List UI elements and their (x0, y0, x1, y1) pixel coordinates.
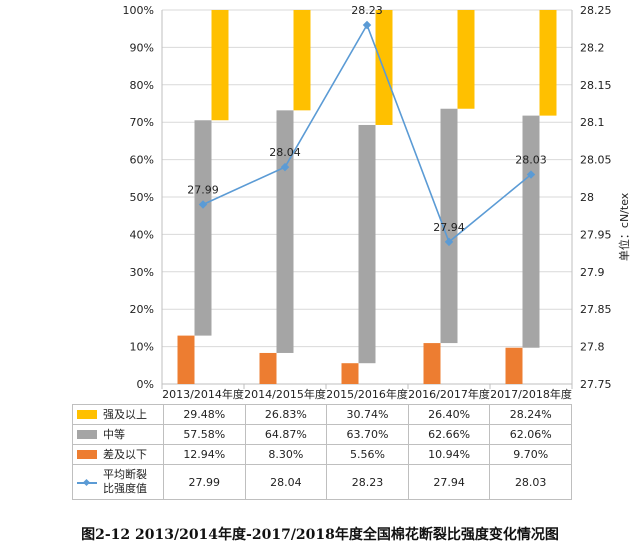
legend-label-average-line2: 比强度值 (103, 482, 147, 495)
category-label: 2014/2015年度 (244, 387, 326, 400)
bar-2-0 (212, 10, 229, 120)
right-tick-label: 28.2 (580, 41, 605, 54)
table-cell: 62.06% (490, 425, 572, 445)
table-cell: 27.94 (408, 465, 490, 500)
right-tick-label: 27.9 (580, 266, 605, 279)
bar-0-1 (260, 353, 277, 384)
left-tick-label: 50% (130, 191, 154, 204)
table-cell: 26.83% (245, 405, 327, 425)
legend-average: 平均断裂 比强度值 (73, 465, 164, 500)
left-tick-label: 70% (130, 116, 154, 129)
table-row-poor: 差及以下 12.94% 8.30% 5.56% 10.94% 9.70% (73, 445, 572, 465)
table-cell: 30.74% (327, 405, 409, 425)
legend-medium: 中等 (73, 425, 164, 445)
bar-2-2 (376, 10, 393, 125)
right-tick-label: 27.75 (580, 378, 612, 391)
bar-0-4 (506, 348, 523, 384)
left-tick-label: 20% (130, 303, 154, 316)
table-cell: 12.94% (164, 445, 246, 465)
table-cell: 28.03 (490, 465, 572, 500)
table-cell: 9.70% (490, 445, 572, 465)
table-cell: 28.23 (327, 465, 409, 500)
line-data-label: 28.03 (515, 154, 547, 167)
table-cell: 57.58% (164, 425, 246, 445)
line-marker-2 (363, 21, 371, 29)
bar-0-3 (424, 343, 441, 384)
data-table: 强及以上 29.48% 26.83% 30.74% 26.40% 28.24% … (72, 404, 572, 500)
left-tick-label: 10% (130, 341, 154, 354)
legend-swatch-poor (77, 450, 97, 459)
right-axis-label: 单位：cN/tex (617, 192, 631, 261)
table-cell: 27.99 (164, 465, 246, 500)
category-label: 2013/2014年度 (162, 387, 244, 400)
category-label: 2017/2018年度 (490, 387, 572, 400)
table-cell: 63.70% (327, 425, 409, 445)
legend-label-average-line1: 平均断裂 (103, 468, 147, 481)
table-row-strong: 强及以上 29.48% 26.83% 30.74% 26.40% 28.24% (73, 405, 572, 425)
left-tick-label: 0% (137, 378, 154, 391)
table-cell: 28.24% (490, 405, 572, 425)
legend-swatch-strong (77, 410, 97, 419)
left-tick-label: 100% (123, 4, 154, 17)
table-cell: 10.94% (408, 445, 490, 465)
right-tick-label: 28.15 (580, 79, 612, 92)
legend-poor: 差及以下 (73, 445, 164, 465)
table-cell: 26.40% (408, 405, 490, 425)
table-cell: 28.04 (245, 465, 327, 500)
chart: 0% 10% 20% 30% 40% 50% 60% 70% 80% 90% 100% 27.75 27… (0, 0, 640, 400)
category-label: 2015/2016年度 (326, 387, 408, 400)
category-label: 2016/2017年度 (408, 387, 490, 400)
figure-caption: 图2-12 2013/2014年度-2017/2018年度全国棉花断裂比强度变化… (0, 524, 640, 544)
table-cell: 8.30% (245, 445, 327, 465)
legend-swatch-medium (77, 430, 97, 439)
legend-line-marker-icon (77, 478, 97, 487)
bar-2-1 (294, 10, 311, 110)
legend-strong: 强及以上 (73, 405, 164, 425)
left-tick-label: 90% (130, 41, 154, 54)
right-tick-label: 28.05 (580, 154, 612, 167)
line-data-label: 28.23 (351, 4, 383, 17)
bar-0-0 (178, 336, 195, 384)
right-tick-label: 27.85 (580, 303, 612, 316)
bar-1-4 (523, 116, 540, 348)
bar-0-2 (342, 363, 359, 384)
right-tick-label: 28.25 (580, 4, 612, 17)
line-data-label: 28.04 (269, 146, 301, 159)
bar-2-3 (458, 10, 475, 109)
right-tick-label: 28 (580, 191, 594, 204)
legend-label-strong: 强及以上 (103, 408, 147, 422)
right-tick-label: 28.1 (580, 116, 605, 129)
table-row-medium: 中等 57.58% 64.87% 63.70% 62.66% 62.06% (73, 425, 572, 445)
left-tick-label: 40% (130, 228, 154, 241)
left-tick-label: 80% (130, 79, 154, 92)
left-tick-label: 30% (130, 266, 154, 279)
table-cell: 62.66% (408, 425, 490, 445)
left-tick-label: 60% (130, 154, 154, 167)
legend-label-poor: 差及以下 (103, 448, 147, 462)
right-tick-label: 27.8 (580, 341, 605, 354)
table-row-average: 平均断裂 比强度值 27.99 28.04 28.23 27.94 28.03 (73, 465, 572, 500)
legend-label-medium: 中等 (103, 428, 125, 442)
table-cell: 29.48% (164, 405, 246, 425)
right-tick-label: 27.95 (580, 228, 612, 241)
table-cell: 64.87% (245, 425, 327, 445)
bar-1-2 (359, 125, 376, 363)
bar-2-4 (540, 10, 557, 116)
line-data-label: 27.99 (187, 183, 219, 196)
bar-1-0 (195, 120, 212, 335)
line-data-label: 27.94 (433, 221, 465, 234)
table-cell: 5.56% (327, 445, 409, 465)
